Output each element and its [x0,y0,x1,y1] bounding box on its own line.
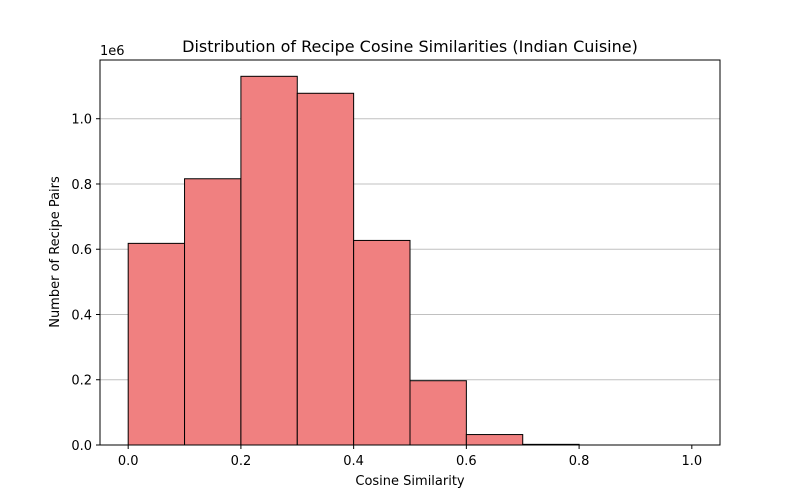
plot-frame [99,59,721,446]
y-axis-ticks: 0.0 0.2 0.4 0.6 0.8 1.0 [71,113,100,454]
histogram-bar [296,92,355,446]
x-axis-title: Cosine Similarity [355,474,465,489]
x-tick-label: 0.0 [118,454,139,469]
histogram-bar [184,178,242,446]
x-tick-label: 0.4 [343,454,364,469]
histogram-bar [127,242,186,446]
y-tick-label: 0.0 [71,439,92,454]
x-tick-label: 1.0 [681,454,702,469]
y-tick-label: 0.8 [71,178,92,193]
chart-title: Distribution of Recipe Cosine Similariti… [182,37,638,56]
histogram-bar [409,380,467,446]
y-tick-label: 0.6 [71,243,92,258]
bars [127,75,580,446]
x-axis-ticks: 0.0 0.2 0.4 0.6 0.8 1.0 [118,445,702,469]
y-offset-label: 1e6 [100,44,125,59]
y-tick-label: 0.4 [71,308,92,323]
x-tick-label: 0.8 [569,454,590,469]
y-tick-label: 0.2 [71,374,92,389]
y-tick-label: 1.0 [71,113,92,128]
x-tick-label: 0.2 [231,454,252,469]
histogram-bar [353,239,411,446]
x-tick-label: 0.6 [456,454,477,469]
histogram-bar [465,434,524,446]
y-axis-title: Number of Recipe Pairs [48,176,63,328]
histogram-bar [240,75,298,446]
